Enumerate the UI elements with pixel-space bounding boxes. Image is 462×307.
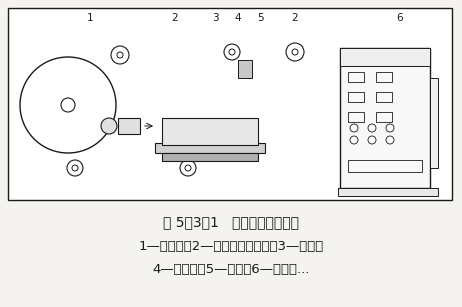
Bar: [162, 118, 258, 145]
Bar: [8, 8, 452, 200]
Bar: [118, 118, 140, 134]
Circle shape: [101, 118, 117, 134]
Text: 3: 3: [212, 13, 219, 23]
Bar: [430, 78, 438, 168]
Bar: [348, 112, 364, 122]
Text: 2: 2: [292, 13, 298, 23]
Bar: [162, 153, 258, 161]
Bar: [338, 188, 438, 196]
Bar: [238, 60, 252, 78]
Text: 5: 5: [257, 13, 263, 23]
Text: 2: 2: [172, 13, 178, 23]
Bar: [376, 112, 392, 122]
Text: 1: 1: [87, 13, 93, 23]
Polygon shape: [235, 65, 255, 90]
Bar: [348, 72, 364, 82]
Bar: [376, 72, 392, 82]
Bar: [348, 92, 364, 102]
Bar: [155, 143, 265, 153]
Text: 4—电极丝；5—工件；6—脉冲电...: 4—电极丝；5—工件；6—脉冲电...: [152, 263, 310, 276]
Bar: [340, 48, 430, 188]
Bar: [340, 48, 430, 66]
Text: 1—贮丝筒；2—工作台驱动电机；3—导轮；: 1—贮丝筒；2—工作台驱动电机；3—导轮；: [139, 240, 323, 253]
Bar: [348, 160, 422, 172]
Text: 6: 6: [397, 13, 403, 23]
Text: 图 5－3－1   电火花线切割原理: 图 5－3－1 电火花线切割原理: [163, 215, 299, 229]
Bar: [376, 92, 392, 102]
Text: 4: 4: [235, 13, 241, 23]
